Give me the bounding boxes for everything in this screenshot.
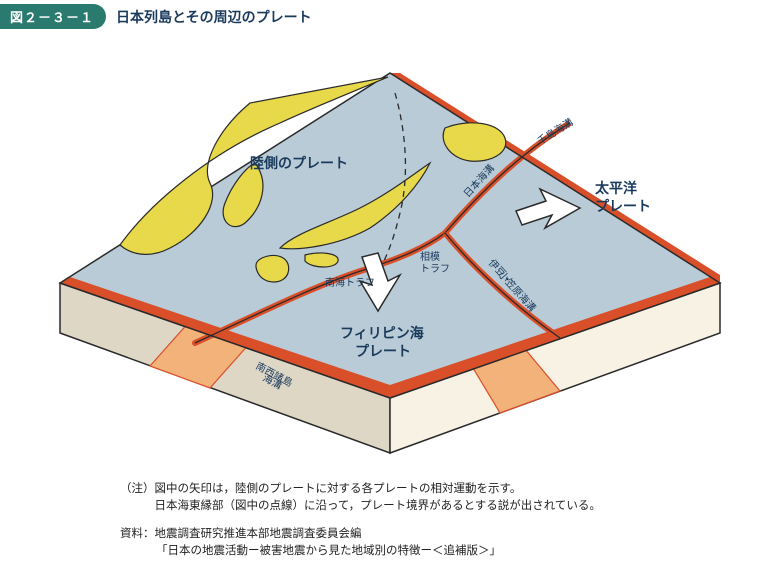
source-tag: 資料：	[120, 526, 155, 543]
figure-header: 図２－３－１ 日本列島とその周辺のプレート	[0, 0, 782, 33]
philippine-plate-label-l2: プレート	[355, 341, 411, 361]
note-line-1: 図中の矢印は，陸側のプレートに対する各プレートの相対運動を示す。	[155, 481, 743, 498]
figure-notes: （注） 図中の矢印は，陸側のプレートに対する各プレートの相対運動を示す。 （注）…	[0, 473, 782, 560]
chishima-label: 千島海溝	[535, 115, 576, 147]
continental-plate-label: 陸側のプレート	[250, 153, 348, 173]
figure-title: 日本列島とその周辺のプレート	[106, 7, 312, 27]
philippine-plate-label-l1: フィリピン海	[340, 323, 424, 343]
figure-number-badge: 図２－３－１	[0, 4, 106, 29]
plate-diagram: 南海トラフ 相模 トラフ 日本海溝 千島海溝 伊豆・ 小笠原海溝 南西諸島 海溝…	[0, 33, 782, 473]
source-line-2: 「日本の地震活動ー被害地震から見た地域別の特徴ー＜追補版＞」	[120, 543, 742, 560]
plate-diagram-svg: 南海トラフ 相模 トラフ 日本海溝 千島海溝 伊豆・ 小笠原海溝 南西諸島 海溝	[0, 33, 782, 473]
pacific-plate-label-l2: プレート	[595, 196, 651, 216]
pacific-plate-label-l1: 太平洋	[595, 178, 637, 198]
source-line-1: 地震調査研究推進本部地震調査委員会編	[155, 526, 743, 543]
nankai-trough-label: 南海トラフ	[325, 276, 375, 289]
note-line-2: 日本海東縁部（図中の点線）に沿って，プレート境界があるとする説が出されている。	[155, 498, 743, 515]
sagami-l2: トラフ	[420, 263, 450, 275]
note-tag: （注）	[120, 481, 155, 498]
sagami-l1: 相模	[420, 250, 440, 263]
